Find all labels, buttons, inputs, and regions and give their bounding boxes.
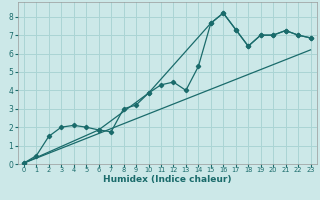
X-axis label: Humidex (Indice chaleur): Humidex (Indice chaleur)	[103, 175, 231, 184]
